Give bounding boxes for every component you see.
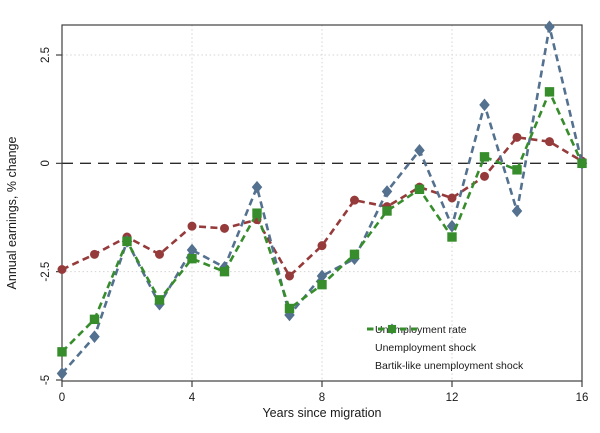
y-tick-label: -5 (40, 375, 52, 385)
data-point-square (544, 87, 555, 97)
data-point-square (317, 279, 327, 290)
data-point-square (349, 249, 360, 260)
x-tick-label: 0 (59, 392, 65, 404)
y-axis-label: Annual earnings, % change (5, 137, 19, 290)
data-point-square (187, 253, 197, 264)
y-tick-label: -2.5 (40, 262, 52, 282)
data-point-square (122, 236, 132, 247)
legend: Unemployment rate Unemployment shock Bar… (366, 322, 523, 373)
series-line (61, 135, 583, 279)
series-line (61, 26, 584, 375)
data-point-diamond (251, 180, 263, 194)
data-point-square (512, 165, 522, 175)
legend-item-bartik-shock: Bartik-like unemployment shock (366, 324, 524, 373)
x-tick-label: 8 (319, 392, 325, 404)
data-point-circle (57, 265, 67, 274)
data-point-square (447, 232, 457, 242)
data-point-square (387, 324, 397, 334)
data-point-diamond (544, 20, 555, 34)
legend-label: Unemployment shock (375, 341, 476, 354)
data-point-circle (350, 195, 359, 205)
data-point-diamond (479, 98, 490, 112)
data-point-circle (187, 221, 197, 231)
data-point-circle (545, 137, 554, 147)
legend-item-unemployment-shock: Unemployment shock (366, 323, 523, 355)
data-point-diamond (511, 204, 523, 218)
data-point-diamond (381, 185, 393, 198)
x-tick-label: 4 (189, 392, 196, 404)
data-point-circle (447, 193, 457, 203)
data-point-square (414, 184, 425, 195)
data-point-square (382, 206, 392, 216)
data-point-circle (317, 241, 327, 251)
data-point-circle (155, 249, 164, 259)
x-tick-label: 16 (576, 392, 589, 404)
data-point-square (154, 295, 165, 305)
legend-label: Bartik-like unemployment shock (375, 359, 524, 372)
data-point-circle (220, 223, 229, 233)
data-point-diamond (414, 144, 425, 157)
data-point-diamond (446, 219, 458, 233)
data-point-square (577, 158, 587, 169)
data-point-diamond (89, 330, 100, 343)
data-point-square (89, 314, 100, 325)
legend-label: Unemployment rate (375, 323, 467, 336)
data-point-diamond (56, 367, 68, 380)
y-tick-label: 0 (40, 160, 52, 166)
series-bartik-like-unemployment-shock (57, 87, 587, 357)
data-point-circle (480, 171, 489, 181)
x-axis-label: Years since migration (262, 406, 381, 420)
data-point-square (284, 303, 295, 314)
data-point-circle (90, 249, 99, 259)
legend-swatch-canvas (367, 324, 417, 334)
data-point-square (252, 208, 262, 218)
data-point-square (57, 347, 67, 357)
x-tick-label: 12 (446, 392, 459, 404)
data-point-circle (512, 132, 522, 142)
y-tick-label: 2.5 (40, 47, 52, 63)
data-point-circle (285, 271, 294, 281)
data-point-square (479, 152, 490, 162)
data-point-square (219, 266, 230, 277)
